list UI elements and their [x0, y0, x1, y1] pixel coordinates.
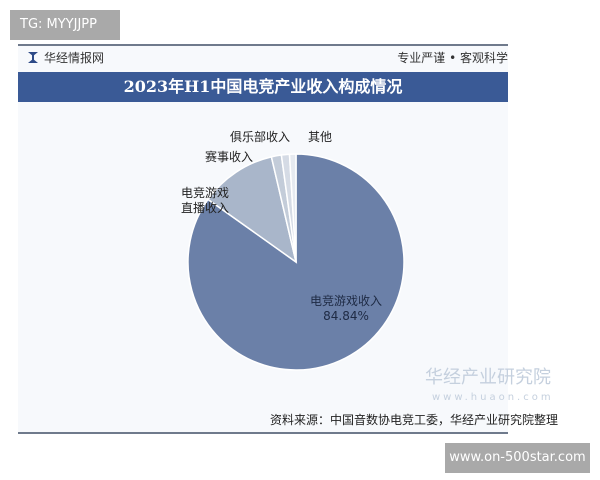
label-game: 电竞游戏收入 84.84% [310, 294, 382, 324]
pie-slice-4 [288, 153, 297, 263]
bottom-divider [18, 432, 508, 434]
label-other: 其他 [308, 130, 333, 144]
label-club: 俱乐部收入 [230, 130, 291, 144]
watermark-name: 华经产业研究院 [425, 367, 551, 388]
label-game-value: 84.84% [323, 309, 369, 323]
top-divider [18, 44, 508, 46]
brand-logo-icon [28, 52, 38, 63]
label-game-name: 电竞游戏收入 [310, 294, 383, 308]
chart-title: 2023年H1中国电竞产业收入构成情况 [18, 72, 508, 102]
source-note: 资料来源：中国音数协电竞工委，华经产业研究院整理 [270, 413, 559, 427]
watermark-url: www.huaon.com [432, 392, 554, 403]
pie-slice-0 [187, 153, 405, 371]
brand: 华经情报网 [28, 50, 104, 66]
slogan: 专业严谨 • 客观科学 [397, 51, 508, 65]
overlay-tag-bottom: www.on-500star.com [445, 443, 590, 473]
pie-slice-1 [206, 155, 298, 264]
brand-name: 华经情报网 [44, 51, 105, 65]
label-live: 电竞游戏直播收入 [181, 186, 230, 215]
label-event: 赛事收入 [205, 150, 254, 164]
overlay-tag-top: TG: MYYJJPP [10, 10, 120, 40]
